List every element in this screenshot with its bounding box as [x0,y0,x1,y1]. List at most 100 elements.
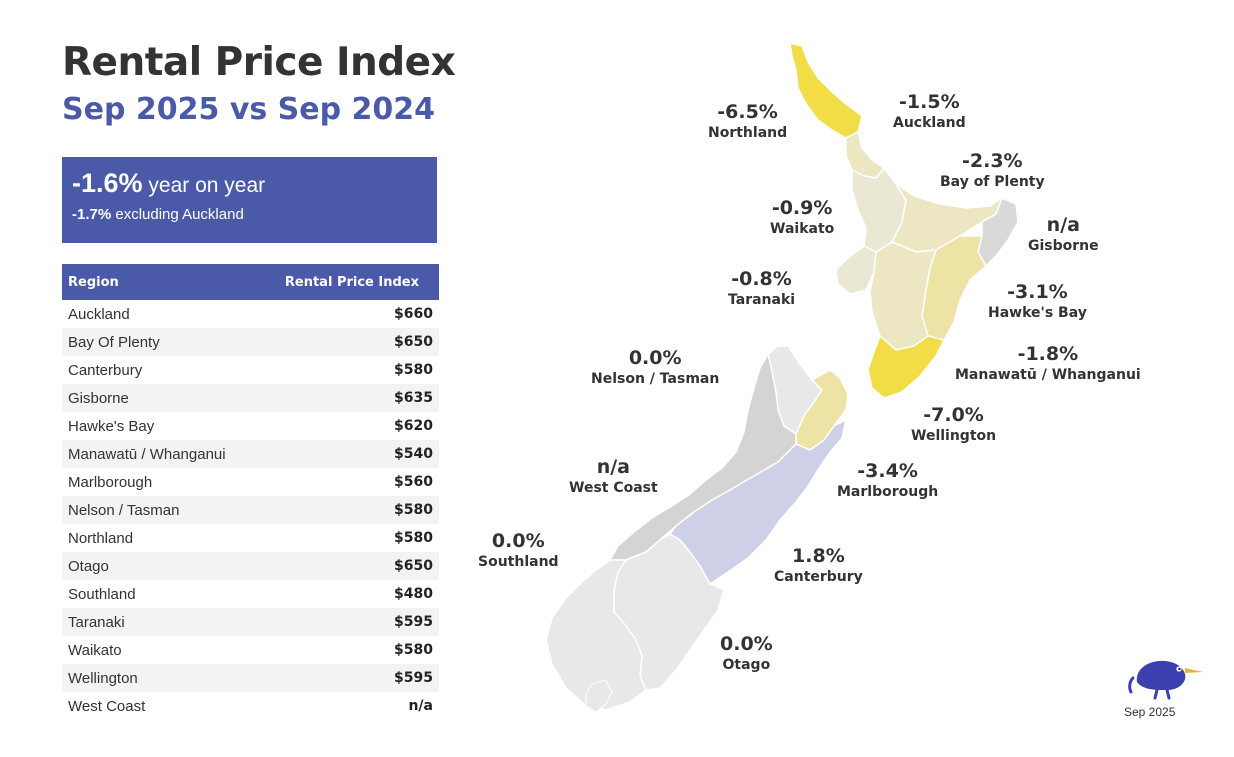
map-label-region: Northland [708,125,788,141]
map-label-northland: -6.5% Northland [708,101,787,142]
region-value: $635 [255,384,439,412]
region-value: $580 [255,496,439,524]
table-header-row: Region Rental Price Index [62,264,439,300]
table-row: Taranaki $595 [62,608,439,636]
region-value: $620 [394,418,433,434]
rental-index-table: Region Rental Price Index Auckland $660 B… [62,264,439,720]
secondary-value: -1.7% [72,206,112,223]
map-label-region: Otago [722,657,771,673]
footer-date: Sep 2025 [1124,705,1176,719]
map-label-region: Manawatū / Whanganui [955,367,1141,383]
column-header-region: Region [62,264,256,300]
region-name: Manawatū / Whanganui [62,440,256,468]
region-value: $580 [394,530,433,546]
table-row: Otago $650 [62,552,439,580]
region-value: $650 [255,328,439,356]
map-label-waikato: -0.9% Waikato [770,197,834,238]
headline-text: year on year [148,174,266,197]
map-label-region: Southland [478,554,559,570]
region-value: $560 [394,474,433,490]
region-name: Hawke's Bay [68,417,155,435]
kiwi-bird-icon [1128,660,1203,700]
map-label-manawatu-whanganui: -1.8% Manawatū / Whanganui [955,343,1141,384]
page-title: Rental Price Index [62,40,456,85]
region-northland [789,42,863,139]
map-label-west-coast: n/a West Coast [569,456,658,497]
map-label-change: n/a [1046,214,1080,236]
map-label-region: Waikato [770,221,835,237]
region-name: Taranaki [62,608,256,636]
region-name: West Coast [68,697,146,715]
region-value: $580 [394,362,433,378]
region-name: Otago [62,552,256,580]
region-value: $540 [255,440,439,468]
map-label-region: Wellington [911,428,997,444]
region-value: n/a [408,698,433,714]
region-value: $580 [394,642,433,658]
map-label-region: Bay of Plenty [940,174,1045,190]
region-name: Canterbury [68,361,143,379]
secondary-text: excluding Auckland [115,206,244,223]
map-label-southland: 0.0% Southland [478,530,559,571]
table-row: Manawatū / Whanganui $540 [62,440,439,468]
region-name: Gisborne [62,384,256,412]
region-name: Northland [68,529,134,547]
map-label-region: Hawke's Bay [988,305,1087,321]
region-southland [545,559,647,711]
map-label-change: -1.8% [1017,343,1079,365]
map-label-taranaki: -0.8% Taranaki [728,268,795,309]
map-label-change: -0.8% [731,268,792,290]
map-label-canterbury: 1.8% Canterbury [774,545,863,586]
map-label-change: -3.1% [1007,281,1068,303]
map-label-otago: 0.0% Otago [720,633,773,674]
table-row: Auckland $660 [62,300,439,328]
map-label-gisborne: n/a Gisborne [1028,214,1099,255]
table-row: Canterbury $580 [62,356,439,384]
table-row: Marlborough $560 [62,468,439,496]
map-label-change: -6.5% [717,101,778,123]
headline-value: -1.6% [72,168,143,198]
map-label-change: -2.3% [962,150,1023,172]
region-name: Southland [68,585,136,603]
region-value: $650 [255,552,439,580]
table-row: Gisborne $635 [62,384,439,412]
map-label-change: -1.5% [899,91,960,113]
page-subtitle: Sep 2025 vs Sep 2024 [62,92,436,127]
table-row: Hawke's Bay $620 [62,412,439,440]
summary-box: -1.6% year on year -1.7% excluding Auckl… [62,157,437,243]
map-label-hawkes-bay: -3.1% Hawke's Bay [988,281,1087,322]
map-label-region: Auckland [893,115,966,131]
region-name: Wellington [62,664,256,692]
map-label-change: 1.8% [792,545,845,567]
map-label-nelson-tasman: 0.0% Nelson / Tasman [591,347,719,388]
region-name: Auckland [68,305,130,323]
region-canterbury [669,419,847,585]
table-row: Northland $580 [62,524,439,552]
table-row: Nelson / Tasman $580 [62,496,439,524]
map-label-region: Nelson / Tasman [591,371,720,387]
region-name: Marlborough [68,473,153,491]
map-label-change: -0.9% [771,197,833,219]
table-row: Southland $480 [62,580,439,608]
map-label-region: Taranaki [728,292,796,308]
map-label-auckland: -1.5% Auckland [893,91,966,132]
map-label-bay-of-plenty: -2.3% Bay of Plenty [940,150,1045,191]
map-label-wellington: -7.0% Wellington [911,404,996,445]
map-label-region: Canterbury [774,569,863,585]
map-label-region: West Coast [569,480,658,496]
region-value: $480 [394,586,433,602]
map-label-change: 0.0% [491,530,545,552]
map-label-change: 0.0% [720,633,773,655]
map-label-change: -7.0% [923,404,984,426]
column-header-index: Rental Price Index [255,264,439,300]
region-name: Nelson / Tasman [62,496,256,524]
region-taranaki [835,245,877,295]
region-manawatu-whanganui [869,241,937,351]
map-label-change: -3.4% [857,460,918,482]
region-value: $595 [255,664,439,692]
map-label-region: Gisborne [1028,238,1099,254]
table-row: Bay Of Plenty $650 [62,328,439,356]
region-name: Waikato [68,641,122,659]
region-wellington [867,335,945,399]
